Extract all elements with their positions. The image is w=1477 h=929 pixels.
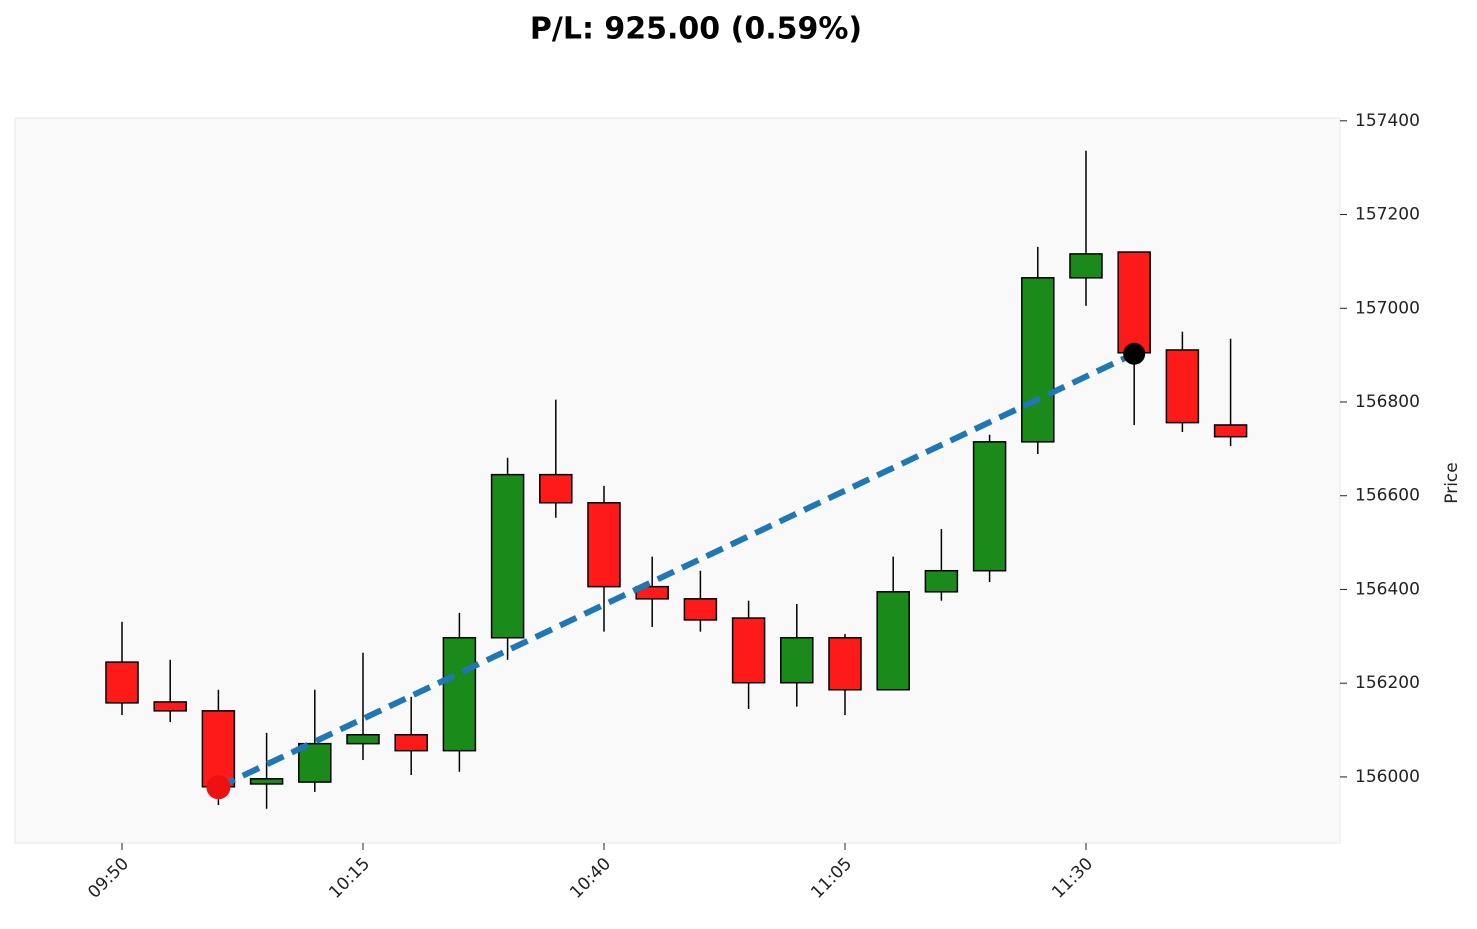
entry-marker bbox=[206, 775, 231, 800]
y-tick-label: 156000 bbox=[1355, 767, 1420, 787]
candle-body bbox=[394, 733, 428, 752]
candle-body bbox=[298, 742, 332, 783]
chart-title: P/L: 925.00 (0.59%) bbox=[530, 12, 862, 47]
candle-body bbox=[1213, 424, 1248, 438]
candle-body bbox=[153, 701, 187, 712]
exit-marker bbox=[1123, 342, 1146, 365]
y-axis-label: Price bbox=[1442, 462, 1462, 503]
candle-body bbox=[442, 636, 477, 752]
y-tick-label: 157000 bbox=[1355, 298, 1420, 318]
x-tick-label: 10:40 bbox=[566, 854, 615, 903]
candle-body bbox=[249, 778, 284, 785]
candle-body bbox=[539, 473, 573, 504]
candle-body bbox=[972, 441, 1007, 572]
x-tick-label: 09:50 bbox=[84, 854, 133, 903]
candle-body bbox=[780, 636, 814, 684]
candle-body bbox=[1117, 251, 1151, 354]
y-tick-label: 157200 bbox=[1355, 205, 1420, 225]
candle-body bbox=[587, 502, 621, 588]
y-tick-label: 157400 bbox=[1355, 111, 1420, 131]
candle-body bbox=[490, 473, 525, 639]
y-tick-label: 156800 bbox=[1355, 392, 1420, 412]
candle-body bbox=[1021, 277, 1055, 443]
candle-body bbox=[1165, 349, 1200, 424]
x-tick-label: 10:15 bbox=[325, 854, 374, 903]
candle-body bbox=[1069, 253, 1103, 279]
candle-body bbox=[731, 617, 766, 684]
candle-body bbox=[105, 661, 139, 704]
candle-body bbox=[346, 733, 380, 745]
x-tick-label: 11:30 bbox=[1048, 854, 1097, 903]
candle-body bbox=[924, 569, 959, 593]
y-tick-label: 156600 bbox=[1355, 486, 1420, 506]
plot-area bbox=[14, 117, 1341, 844]
trade-line bbox=[217, 351, 1136, 790]
candle-body bbox=[828, 636, 862, 691]
candle-body bbox=[876, 591, 910, 691]
candle-body bbox=[201, 710, 236, 788]
y-tick-label: 156400 bbox=[1355, 579, 1420, 599]
y-tick-label: 156200 bbox=[1355, 673, 1420, 693]
x-tick-label: 11:05 bbox=[807, 854, 856, 903]
candle-body bbox=[683, 598, 718, 621]
